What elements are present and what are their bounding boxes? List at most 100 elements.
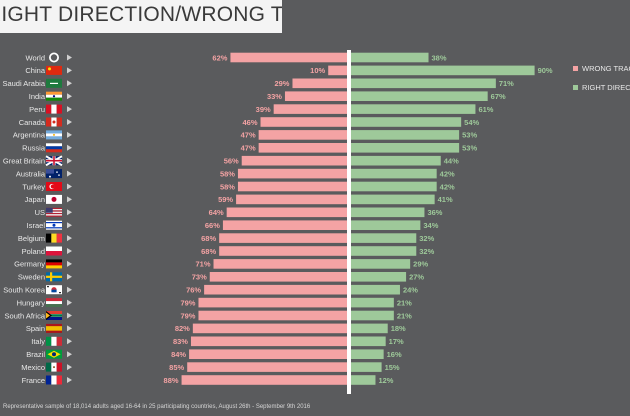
bar-right-direction — [351, 168, 437, 179]
country-label: Australia — [16, 169, 46, 178]
row-arrow-icon — [67, 351, 72, 358]
bar-right-direction — [351, 272, 407, 282]
country-label: Mexico — [21, 363, 45, 372]
bar-right-direction — [351, 246, 417, 256]
legend-label-wrong: WRONG TRACK — [582, 64, 630, 73]
label-wrong-track: 83% — [173, 337, 188, 346]
flag-icon-de — [46, 259, 62, 269]
label-right-direction: 21% — [397, 311, 412, 320]
row-arrow-icon — [67, 273, 72, 280]
flag-icon-gb — [45, 155, 63, 167]
flag-icon-it — [46, 336, 62, 346]
flag-icon-us — [46, 207, 62, 217]
country-label: France — [22, 376, 45, 385]
label-wrong-track: 10% — [310, 66, 325, 75]
bar-wrong-track — [230, 52, 347, 63]
label-wrong-track: 76% — [186, 286, 201, 295]
flag-icon-fr — [46, 375, 62, 385]
legend-swatch-wrong — [573, 66, 578, 71]
row-arrow-icon — [67, 286, 72, 293]
country-label: Canada — [19, 118, 46, 127]
label-wrong-track: 59% — [218, 195, 233, 204]
bar-wrong-track — [209, 272, 347, 282]
label-wrong-track: 88% — [164, 376, 179, 385]
country-label: Japan — [25, 195, 45, 204]
label-right-direction: 38% — [432, 53, 447, 62]
row-arrow-icon — [67, 312, 72, 319]
row-arrow-icon — [67, 325, 72, 332]
bar-right-direction — [351, 220, 421, 230]
flag-icon-pe — [46, 104, 62, 114]
row-arrow-icon — [67, 131, 72, 138]
flag-icon-il — [46, 220, 62, 230]
label-right-direction: 17% — [389, 337, 404, 346]
country-label: Argentina — [13, 131, 46, 140]
bar-wrong-track — [258, 143, 347, 153]
bar-right-direction — [351, 155, 441, 166]
bar-right-direction — [351, 284, 400, 295]
flag-icon-br — [46, 349, 62, 359]
country-label: Poland — [22, 247, 45, 256]
flag-icon-jp — [46, 194, 62, 204]
bar-right-direction — [351, 310, 394, 321]
bar-right-direction — [351, 297, 394, 308]
country-label: Brazil — [26, 350, 45, 359]
bar-wrong-track — [226, 207, 347, 218]
country-label: South Korea — [3, 286, 46, 295]
title-banner: RIGHT DIRECTION/WRONG TRACK — [0, 0, 282, 33]
row-arrow-icon — [67, 209, 72, 216]
row-arrow-icon — [67, 260, 72, 267]
country-label: Hungary — [17, 298, 46, 307]
bar-right-direction — [351, 143, 460, 153]
label-right-direction: 16% — [387, 350, 402, 359]
country-label: Russia — [22, 144, 46, 153]
row-arrow-icon — [67, 54, 72, 61]
row-arrow-icon — [67, 299, 72, 306]
label-wrong-track: 47% — [241, 131, 256, 140]
label-wrong-track: 73% — [192, 273, 207, 282]
bar-right-direction — [351, 336, 386, 347]
flag-icon-se — [46, 272, 62, 282]
flag-icon-be — [46, 233, 62, 243]
country-label: US — [35, 208, 45, 217]
label-right-direction: 67% — [491, 92, 506, 101]
flag-icon-in — [46, 91, 62, 101]
label-wrong-track: 82% — [175, 324, 190, 333]
bar-right-direction — [351, 323, 388, 334]
bar-wrong-track — [190, 336, 347, 347]
label-wrong-track: 68% — [201, 247, 216, 256]
bar-wrong-track — [292, 78, 347, 89]
country-label: Sweden — [18, 273, 45, 282]
label-wrong-track: 56% — [224, 157, 239, 166]
label-right-direction: 53% — [462, 144, 477, 153]
label-right-direction: 90% — [538, 66, 553, 75]
label-right-direction: 32% — [419, 247, 434, 256]
flag-icon-hu — [46, 298, 62, 308]
bar-wrong-track — [213, 259, 347, 269]
label-right-direction: 44% — [444, 157, 459, 166]
row-arrow-icon — [67, 93, 72, 100]
bar-wrong-track — [219, 246, 347, 256]
row-arrow-icon — [67, 235, 72, 242]
flag-icon-tr — [46, 182, 62, 191]
label-right-direction: 42% — [440, 182, 455, 191]
country-label: Germany — [14, 260, 45, 269]
bar-right-direction — [351, 233, 417, 243]
label-wrong-track: 64% — [209, 208, 224, 217]
country-label: Saudi Arabia — [2, 79, 45, 88]
bar-right-direction — [351, 207, 425, 218]
bar-wrong-track — [258, 130, 347, 140]
bar-wrong-track — [189, 349, 347, 359]
bar-wrong-track — [241, 155, 347, 166]
flag-icon-ar — [46, 130, 62, 140]
row-arrow-icon — [67, 170, 72, 177]
label-wrong-track: 79% — [180, 311, 195, 320]
page-title: RIGHT DIRECTION/WRONG TRACK — [0, 3, 282, 26]
flag-icon-sa — [46, 78, 62, 88]
bar-chart: World 62% 38% China 10% 90% Saudi Arabia 29% 71%… — [2, 50, 630, 394]
axis-divider — [347, 50, 351, 394]
bar-right-direction — [351, 130, 460, 140]
label-right-direction: 24% — [403, 286, 418, 295]
flag-icon-ru — [46, 143, 62, 153]
flag-icon-kr — [46, 285, 62, 295]
